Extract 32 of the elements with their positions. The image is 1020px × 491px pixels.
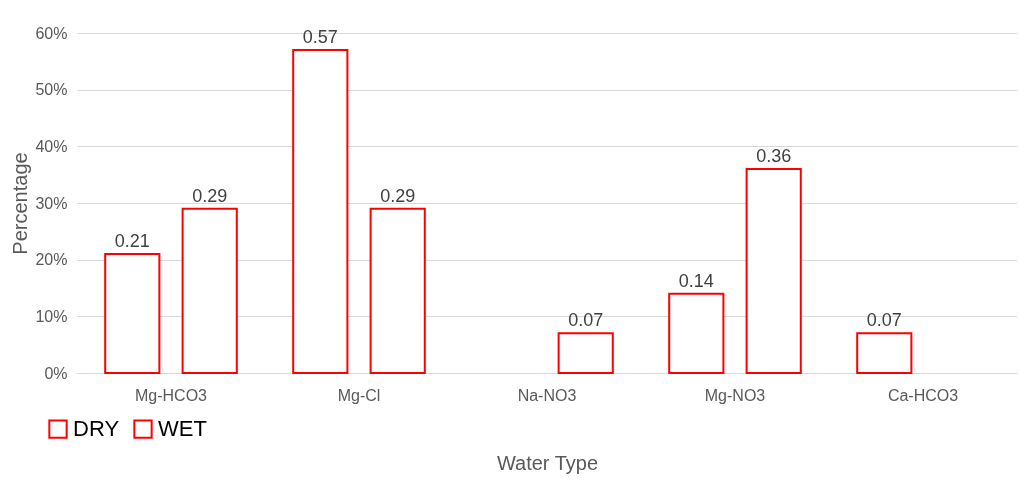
bar — [557, 332, 614, 374]
x-tick-label: Ca-HCO3 — [887, 386, 959, 404]
data-label: 0.36 — [756, 146, 792, 166]
y-tick-label: 30% — [35, 194, 68, 212]
y-tick-label: 10% — [35, 307, 68, 325]
y-tick-label: 50% — [35, 81, 68, 99]
x-tick-label: Na-NO3 — [517, 386, 577, 404]
data-label: 0.07 — [866, 310, 902, 331]
bar — [369, 207, 426, 374]
data-label: 0.29 — [192, 185, 228, 206]
x-tick-label: Mg-NO3 — [704, 386, 766, 404]
data-label: 0.57 — [302, 27, 338, 47]
y-tick-label: 20% — [35, 251, 68, 269]
data-label: 0.29 — [380, 185, 416, 206]
legend-label: DRY — [73, 416, 120, 442]
x-tick-label: Mg-HCO3 — [134, 386, 208, 404]
bar — [856, 332, 913, 374]
data-label: 0.21 — [114, 231, 150, 251]
data-label: 0.07 — [568, 310, 604, 331]
y-tick-label: 0% — [44, 364, 68, 382]
legend-label: WET — [158, 416, 207, 442]
bar — [745, 168, 802, 374]
bar — [668, 292, 725, 374]
bar — [181, 207, 238, 374]
y-tick-label: 40% — [35, 137, 68, 155]
bar — [292, 49, 349, 374]
y-tick-label: 60% — [35, 24, 68, 42]
x-axis-title: Water Type — [496, 451, 599, 474]
data-label: 0.14 — [678, 270, 714, 291]
x-tick-label: Mg-Cl — [337, 386, 381, 404]
y-axis-title: Percentage — [9, 152, 32, 255]
bar — [104, 253, 161, 374]
